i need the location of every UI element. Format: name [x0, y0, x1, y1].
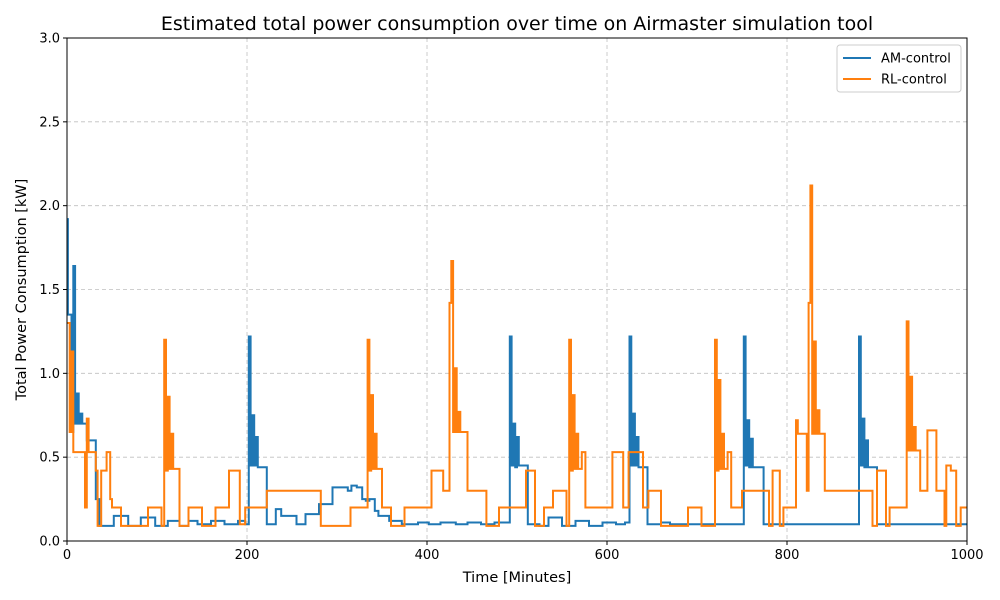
series-layer	[67, 184, 967, 527]
y-tick-label: 3.0	[39, 32, 60, 47]
x-tick-label: 400	[415, 548, 440, 563]
legend: AM-control RL-control	[836, 44, 962, 93]
y-tick-label: 2.5	[39, 115, 60, 130]
x-axis-label: Time [Minutes]	[462, 570, 572, 586]
x-axis: 0 200 400 600 800 1000	[63, 541, 984, 563]
x-tick-label: 800	[775, 548, 800, 563]
y-axis: 0.0 0.5 1.0 1.5 2.0 2.5 3.0	[39, 32, 67, 550]
x-tick-label: 600	[595, 548, 620, 563]
chart-title: Estimated total power consumption over t…	[161, 13, 873, 35]
y-tick-label: 2.0	[39, 199, 60, 214]
legend-label-rl-control: RL-control	[881, 73, 947, 88]
x-tick-label: 200	[235, 548, 260, 563]
y-axis-label: Total Power Consumption [kW]	[14, 179, 30, 402]
legend-label-am-control: AM-control	[881, 52, 951, 67]
y-tick-label: 0.5	[39, 451, 60, 466]
x-tick-label: 0	[63, 548, 71, 563]
legend-box	[836, 44, 962, 93]
x-tick-label: 1000	[950, 548, 983, 563]
series-line-am-control	[67, 218, 967, 527]
y-tick-label: 0.0	[39, 535, 60, 550]
series-line-rl-control	[67, 184, 967, 527]
y-tick-label: 1.0	[39, 367, 60, 382]
y-tick-label: 1.5	[39, 283, 60, 298]
